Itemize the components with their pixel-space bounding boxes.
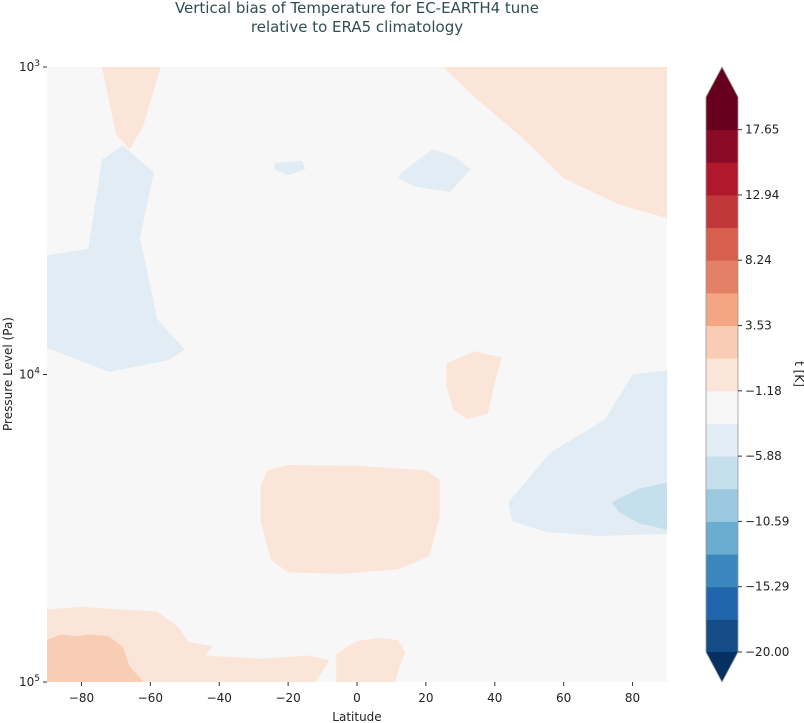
colorbar-bin — [706, 586, 738, 620]
y-axis-label: Pressure Level (Pa) — [1, 317, 15, 431]
colorbar-bin — [706, 292, 738, 327]
colorbar-outline — [705, 66, 739, 683]
region-warm-bias-center — [260, 465, 440, 574]
x-tick-label: −80 — [69, 691, 94, 705]
colorbar-bin — [706, 390, 738, 424]
colorbar-tick-label: −15.29 — [745, 580, 789, 594]
x-tick-label: 60 — [556, 691, 571, 705]
colorbar-label: t [K] — [792, 361, 804, 387]
colorbar-bin — [706, 554, 738, 588]
colorbar-bin — [706, 162, 738, 196]
colorbar-bin — [706, 260, 738, 294]
y-tick-label: 103 — [19, 59, 40, 74]
x-tick-label: 80 — [625, 691, 640, 705]
x-axis: −80 −60 −40 −20 0 20 40 60 80 — [69, 682, 640, 705]
colorbar-bin — [706, 129, 738, 163]
colorbar-bin — [706, 488, 738, 522]
region-warm-bias-mid — [446, 351, 502, 420]
colorbar-bin — [706, 358, 738, 392]
colorbar-tick-label: 3.53 — [745, 319, 772, 333]
region-cold-bias-right-core — [611, 482, 667, 530]
colorbar-bin — [706, 97, 738, 131]
plot-area — [47, 67, 667, 682]
colorbar: 17.65 12.94 8.24 3.53 −1.18 −5.88 −10.59 −15.29… — [705, 66, 789, 683]
colorbar-tick-label: 8.24 — [745, 253, 772, 267]
colorbar-tick-label: −20.00 — [745, 645, 789, 659]
chart-title-line-2: relative to ERA5 climatology — [251, 18, 463, 36]
colorbar-extend-min — [706, 652, 738, 682]
colorbar-extend-max — [706, 67, 738, 97]
colorbar-bin — [706, 227, 738, 261]
y-axis: 103 104 105 — [19, 59, 47, 689]
colorbar-tick-label: 12.94 — [745, 188, 779, 202]
x-tick-label: −40 — [207, 691, 232, 705]
colorbar-bin — [706, 194, 738, 229]
colorbar-tick-label: −5.88 — [745, 449, 782, 463]
region-cold-bias-small-mid — [274, 160, 306, 176]
region-warm-bias-bottom-left-core — [47, 634, 144, 682]
colorbar-tick-label: −10.59 — [745, 514, 789, 528]
colorbar-bin — [706, 456, 738, 490]
x-tick-label: 0 — [353, 691, 361, 705]
x-tick-label: 20 — [418, 691, 433, 705]
region-warm-bias-top-left — [102, 67, 161, 150]
y-tick-label: 104 — [19, 367, 40, 382]
bias-regions — [47, 67, 667, 682]
colorbar-tick-label: −1.18 — [745, 384, 782, 398]
colorbar-bin — [706, 423, 738, 457]
x-axis-label: Latitude — [332, 710, 381, 723]
region-cold-bias-upper-mid — [398, 149, 471, 192]
colorbar-tick-label: 17.65 — [745, 123, 779, 137]
region-cold-bias-left — [47, 145, 185, 372]
x-tick-label: −20 — [275, 691, 300, 705]
y-tick-label: 105 — [19, 674, 40, 689]
x-tick-label: 40 — [487, 691, 502, 705]
x-tick-label: −60 — [138, 691, 163, 705]
chart-title-line-1: Vertical bias of Temperature for EC-EART… — [175, 0, 539, 17]
region-warm-bias-bottom-center — [336, 638, 406, 682]
region-warm-bias-top-right — [443, 67, 667, 219]
colorbar-bin — [706, 325, 738, 359]
colorbar-bin — [706, 619, 738, 653]
colorbar-bin — [706, 521, 738, 555]
